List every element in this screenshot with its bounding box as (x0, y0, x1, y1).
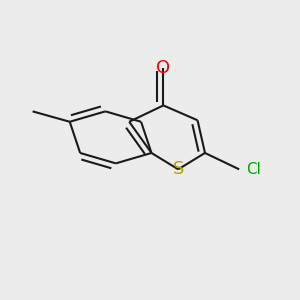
Text: S: S (172, 160, 184, 178)
Text: Cl: Cl (247, 162, 262, 177)
Text: O: O (156, 59, 170, 77)
